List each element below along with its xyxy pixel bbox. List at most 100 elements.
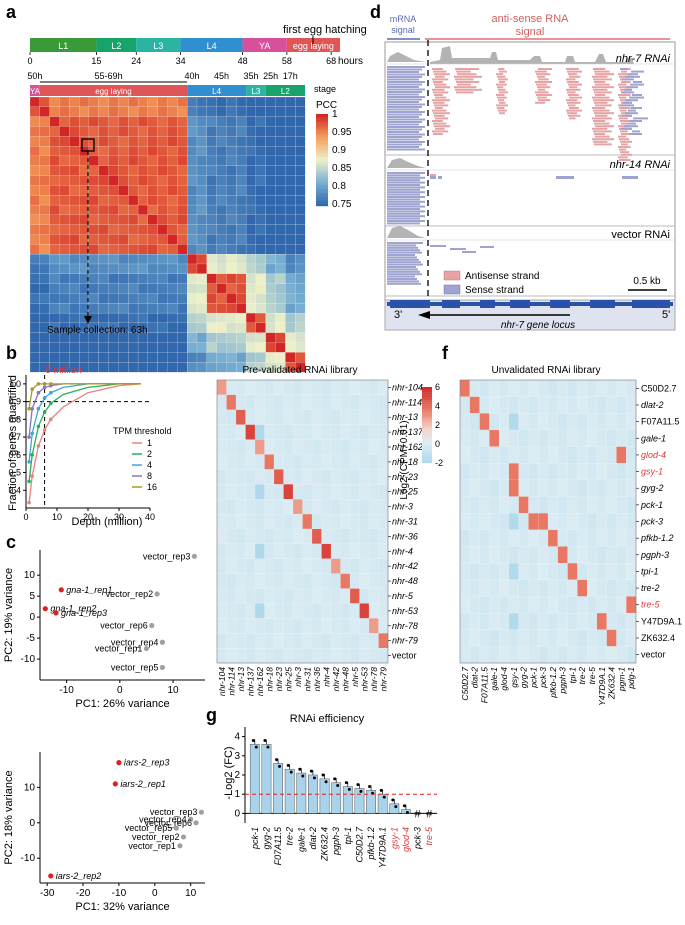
panel-b: 6 million Fraction of genes quantified D… <box>7 365 172 528</box>
f-cell <box>606 446 617 464</box>
stage-0 <box>30 38 97 52</box>
e-cell <box>368 528 379 545</box>
e-legend-swatch <box>422 425 432 427</box>
e-cell <box>216 394 227 411</box>
pcc-cell <box>49 293 60 304</box>
e-cell <box>330 588 341 604</box>
antisense-read <box>621 143 628 146</box>
pcc-cell <box>177 185 188 196</box>
pcc-cell <box>226 244 237 255</box>
f-cell <box>547 646 559 664</box>
mrna-read <box>387 222 420 225</box>
pcc-cell <box>187 195 198 206</box>
pcc-cell <box>98 146 109 157</box>
pca-point-label-vector_rep4: vector_rep4 <box>111 637 159 647</box>
mrna-read <box>387 196 425 198</box>
e-cell <box>283 558 294 574</box>
mrna-read <box>387 198 420 201</box>
f-row-label-pgph-3: pgph-3 <box>640 550 669 560</box>
pcc-legend-swatch <box>316 199 328 202</box>
mrna-read <box>387 146 419 148</box>
pcc-cell <box>59 273 70 284</box>
e-row-label-nhr-31: nhr-31 <box>392 517 418 527</box>
pcc-legend-swatch <box>316 127 328 131</box>
pcc-cell <box>255 214 267 225</box>
e-cell <box>340 528 351 545</box>
pcc-cell <box>226 185 237 196</box>
f-cell <box>577 513 588 531</box>
pcc-cell <box>265 116 276 127</box>
pcc-cell <box>285 106 296 117</box>
e-cell <box>311 379 322 396</box>
pcc-cell <box>265 303 276 314</box>
pcc-cell <box>137 273 149 284</box>
antisense-read <box>619 138 630 141</box>
e-cell <box>254 603 265 619</box>
e-cell <box>292 469 303 485</box>
time-label-2: 40h <box>185 71 200 81</box>
f-cell <box>499 379 510 397</box>
pcc-cell <box>187 204 198 216</box>
pcc-cell <box>255 254 267 265</box>
antisense-read <box>455 88 482 91</box>
e-cell <box>311 633 322 649</box>
e-cell <box>311 484 322 500</box>
pcc-cell <box>69 293 80 304</box>
f-cell <box>626 529 637 547</box>
antisense-read <box>497 86 504 89</box>
antisense-read <box>593 99 614 102</box>
e-cell <box>349 633 360 649</box>
f-cell <box>508 379 519 397</box>
e-cell <box>302 588 313 604</box>
mrna-read <box>387 261 421 264</box>
b-ylabel: Fraction of genes quantified <box>7 375 19 511</box>
pcc-cell <box>285 155 296 167</box>
e-cell <box>330 558 341 574</box>
pcc-cell <box>206 263 217 275</box>
e-cell <box>349 409 360 425</box>
pcc-cell <box>285 283 296 294</box>
e-cell <box>226 528 237 545</box>
antisense-read <box>595 94 606 96</box>
e-cell <box>283 499 294 515</box>
pcc-cell <box>295 303 306 314</box>
f-cell <box>577 563 588 581</box>
e-cell <box>216 603 227 619</box>
pcc-legend-swatch <box>316 203 328 207</box>
antisense-read <box>567 101 581 104</box>
pcc-cell <box>265 146 276 157</box>
tick-label-1: 15 <box>91 56 101 66</box>
mrna-read <box>387 123 419 126</box>
pcc-cell <box>196 322 208 334</box>
e-cell <box>292 394 303 411</box>
f-col-label-tpi-1: tpi-1 <box>567 667 577 684</box>
e-cell <box>378 454 389 470</box>
e-cell <box>245 469 256 485</box>
pcc-cell <box>196 126 208 137</box>
g-dot <box>356 783 360 787</box>
e-cell <box>359 409 370 425</box>
pcc-cell <box>167 244 178 255</box>
f-cell <box>499 563 510 581</box>
e-cell <box>226 439 237 455</box>
mrna-read <box>387 126 425 128</box>
pcc-cell <box>196 263 208 275</box>
pcc-cell <box>187 175 198 186</box>
f-cell <box>489 413 500 431</box>
pca-xtick: 0 <box>152 888 158 899</box>
e-legend-tick-1: 4 <box>435 401 440 411</box>
pcc-cell <box>137 214 149 225</box>
pcc-cell <box>98 165 109 176</box>
pca-point-label-gna-1_rep3: gna-1_rep3 <box>61 608 107 618</box>
e-cell <box>359 603 370 619</box>
pcc-cell <box>265 106 276 117</box>
pcc-cell <box>245 155 257 167</box>
stage-bar-label-2: L4 <box>212 87 221 96</box>
e-legend-swatch <box>422 434 432 437</box>
pcc-cell <box>167 263 178 275</box>
pcc-cell <box>69 244 80 255</box>
pcc-cell <box>275 204 286 216</box>
e-cell <box>235 499 246 515</box>
pca-point-vector_rep1 <box>143 645 150 652</box>
